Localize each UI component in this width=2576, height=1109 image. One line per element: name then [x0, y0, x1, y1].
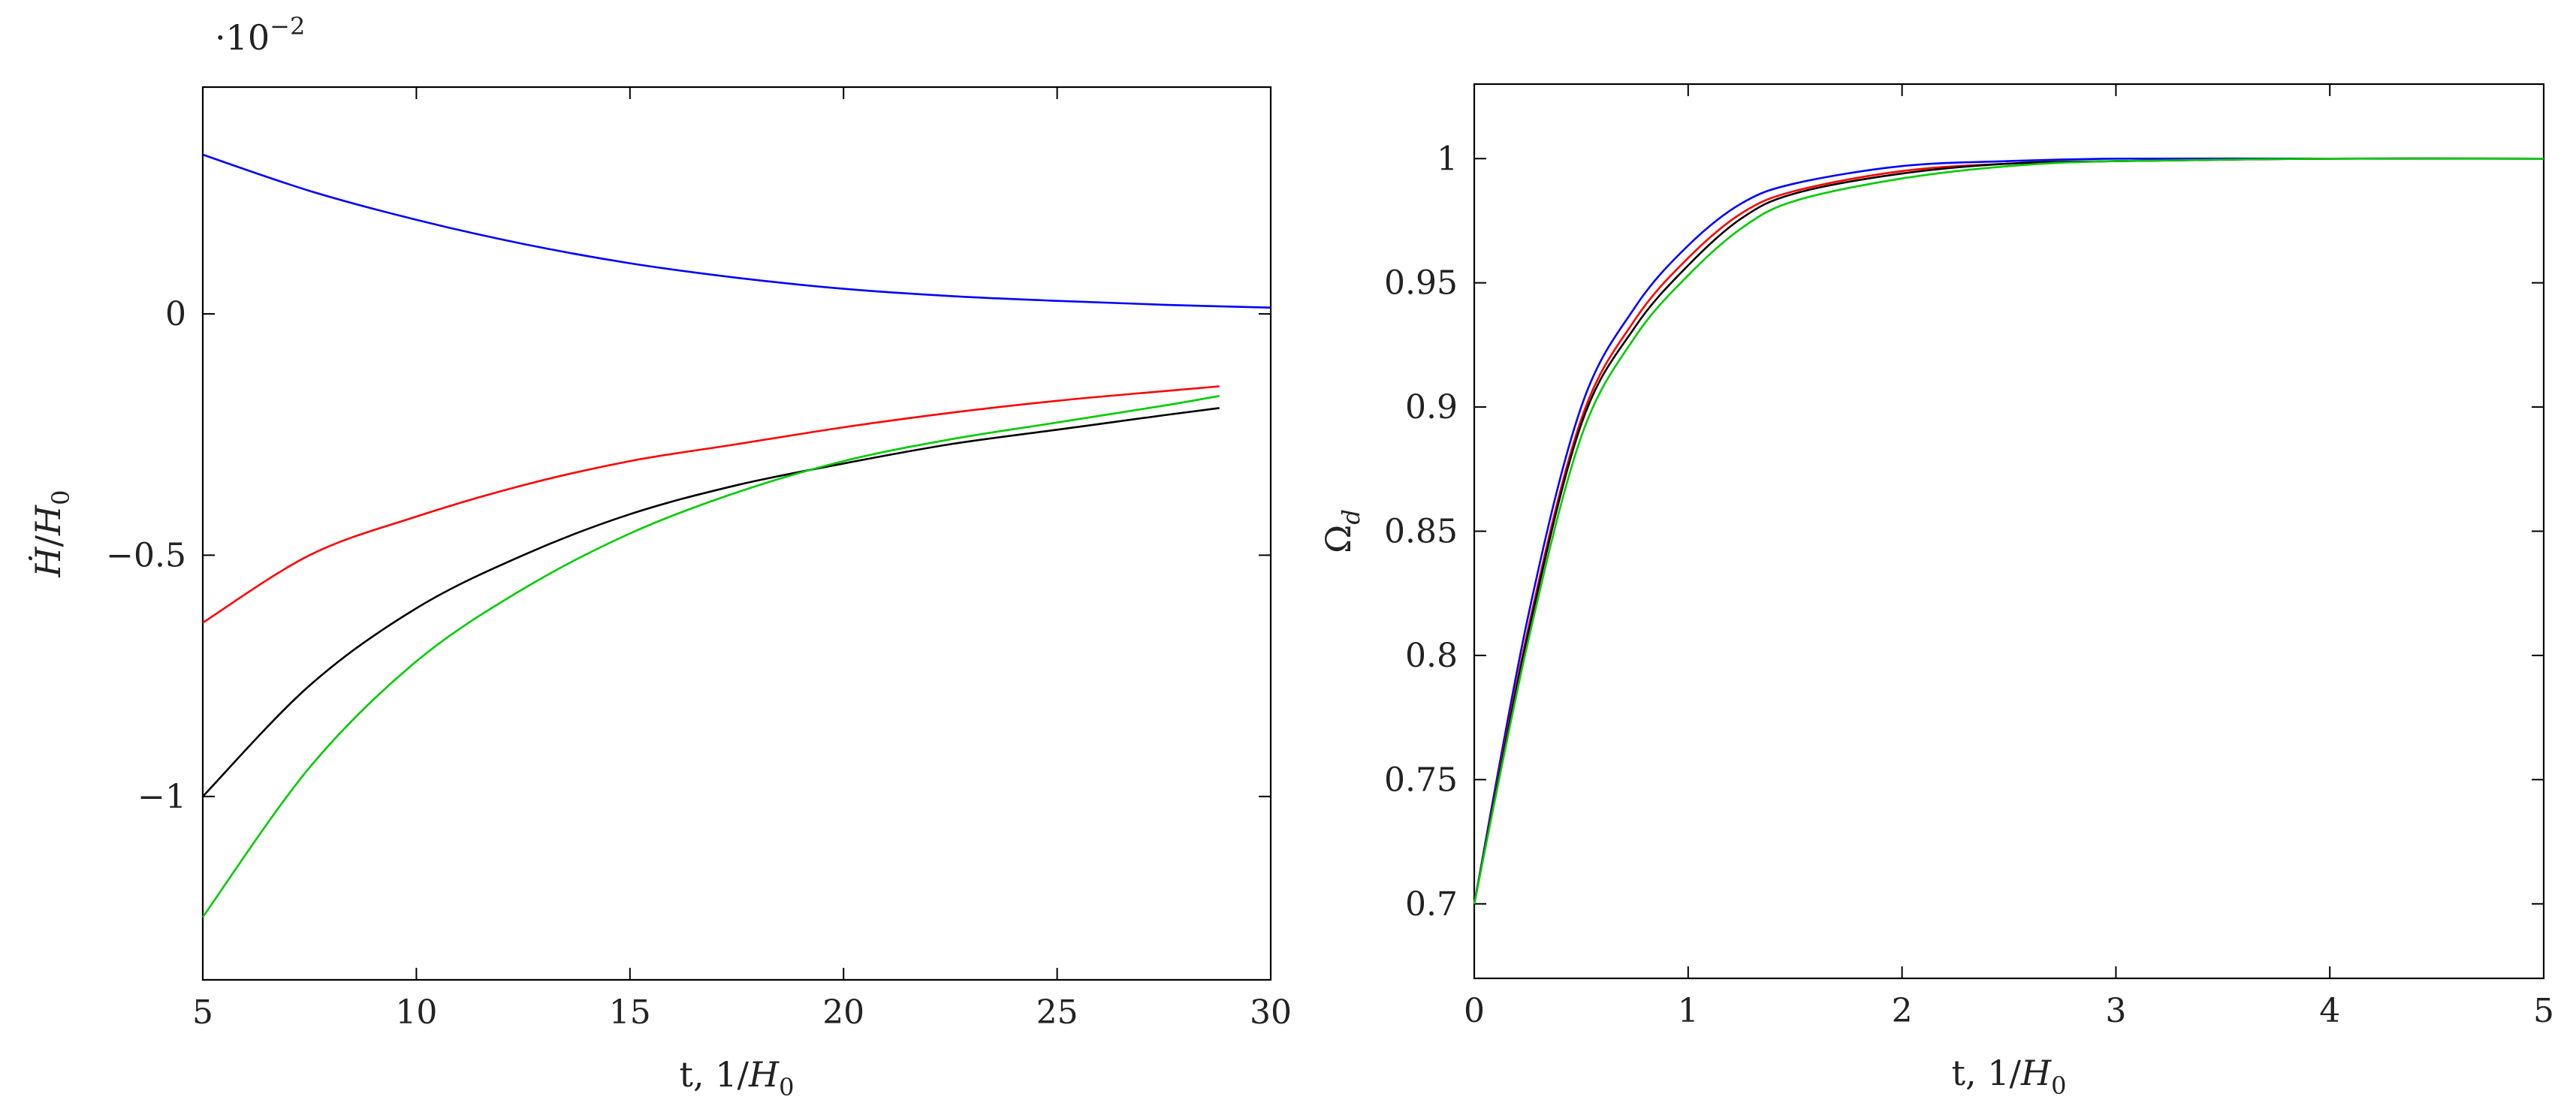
right-xtick-label: 0: [1464, 992, 1485, 1030]
right-ytick-label: 0.85: [1384, 513, 1458, 551]
right-ytick-label: 0.8: [1405, 637, 1458, 675]
left-y-axis-label: Ḣ/H0: [27, 490, 75, 577]
right-chart: 0 1 2 3 4 5 0.7 0.75 0.8 0.85 0.9 0.95 1 t, 1/H0 Ωd: [1318, 83, 2554, 1100]
left-ytick-label: 0: [165, 295, 186, 333]
right-ytick-label: 0.9: [1405, 388, 1458, 426]
left-x-axis-label: t, 1/H0: [680, 1054, 795, 1101]
left-xtick-label: 5: [192, 993, 213, 1032]
right-axes-frame: [1473, 83, 2545, 980]
right-xtick-label: 3: [2105, 992, 2126, 1030]
right-xtick-label: 2: [1892, 992, 1913, 1030]
left-ytick-label: −0.5: [106, 536, 186, 574]
left-ytick-label: −1: [137, 778, 186, 816]
left-xtick-label: 15: [609, 993, 651, 1032]
right-xtick-label: 1: [1678, 992, 1699, 1030]
right-x-axis-label: t, 1/H0: [1952, 1053, 2067, 1100]
right-ytick-label: 1: [1437, 140, 1458, 178]
right-series-red-line: [1473, 157, 2544, 905]
right-y-axis-label: Ωd: [1318, 509, 1365, 553]
right-xtick-label: 4: [2319, 992, 2340, 1030]
left-xtick-label: 30: [1250, 993, 1292, 1032]
left-xtick-label: 10: [395, 993, 437, 1032]
right-ytick-label: 0.95: [1384, 264, 1458, 303]
right-series-blue-line: [1473, 157, 2544, 904]
left-series-green-line: [201, 395, 1220, 918]
left-xtick-label: 25: [1036, 993, 1078, 1032]
right-series-black-line: [1473, 157, 2544, 905]
right-ytick-label: 0.7: [1405, 885, 1458, 924]
left-chart: 5 10 15 20 25 30 −1 −0.5 0 t, 1/H0 Ḣ/H0 ·10−2: [27, 12, 1292, 1101]
left-y-scale-note: ·10−2: [215, 12, 305, 58]
right-xtick-label: 5: [2533, 992, 2554, 1030]
right-series-green-line: [1473, 157, 2544, 905]
left-xtick-label: 20: [822, 993, 864, 1032]
left-series-red-line: [202, 385, 1220, 624]
left-series-black-line: [202, 407, 1220, 797]
left-axes-frame: [201, 86, 1272, 981]
left-series-blue-line: [202, 153, 1271, 309]
right-ytick-label: 0.75: [1384, 761, 1458, 799]
